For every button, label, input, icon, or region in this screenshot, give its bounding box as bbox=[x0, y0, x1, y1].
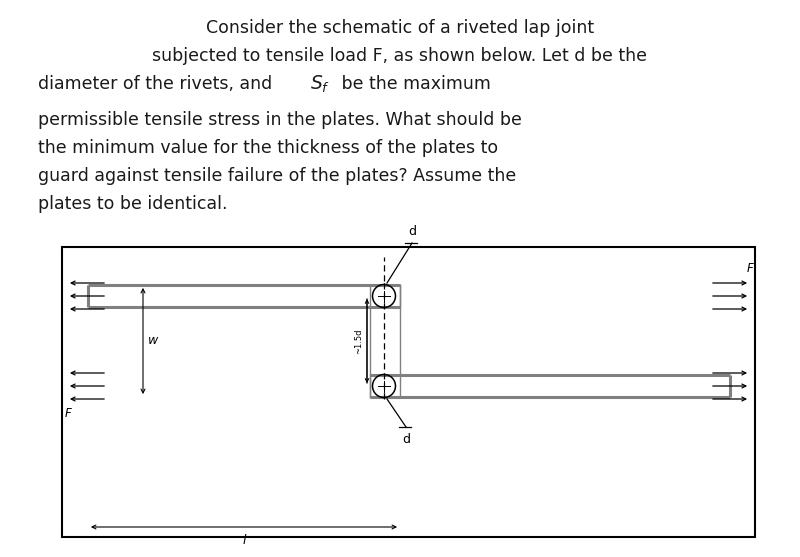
Text: guard against tensile failure of the plates? Assume the: guard against tensile failure of the pla… bbox=[38, 167, 516, 185]
Text: F: F bbox=[746, 262, 753, 275]
Text: be the maximum: be the maximum bbox=[336, 75, 491, 93]
Text: plates to be identical.: plates to be identical. bbox=[38, 195, 227, 213]
Text: permissible tensile stress in the plates. What should be: permissible tensile stress in the plates… bbox=[38, 111, 522, 129]
Text: Consider the schematic of a riveted lap joint: Consider the schematic of a riveted lap … bbox=[206, 19, 594, 37]
Text: l: l bbox=[242, 534, 246, 547]
Text: F: F bbox=[65, 407, 72, 420]
Text: subjected to tensile load F, as shown below. Let d be the: subjected to tensile load F, as shown be… bbox=[153, 47, 647, 65]
Text: the minimum value for the thickness of the plates to: the minimum value for the thickness of t… bbox=[38, 139, 498, 157]
Text: w: w bbox=[148, 335, 158, 348]
Text: ~1.5d: ~1.5d bbox=[354, 328, 363, 354]
Text: diameter of the rivets, and: diameter of the rivets, and bbox=[38, 75, 278, 93]
Text: d: d bbox=[408, 225, 416, 238]
Bar bbox=[62, 247, 755, 537]
Text: $S_f$: $S_f$ bbox=[310, 74, 330, 95]
Text: d: d bbox=[402, 433, 410, 446]
